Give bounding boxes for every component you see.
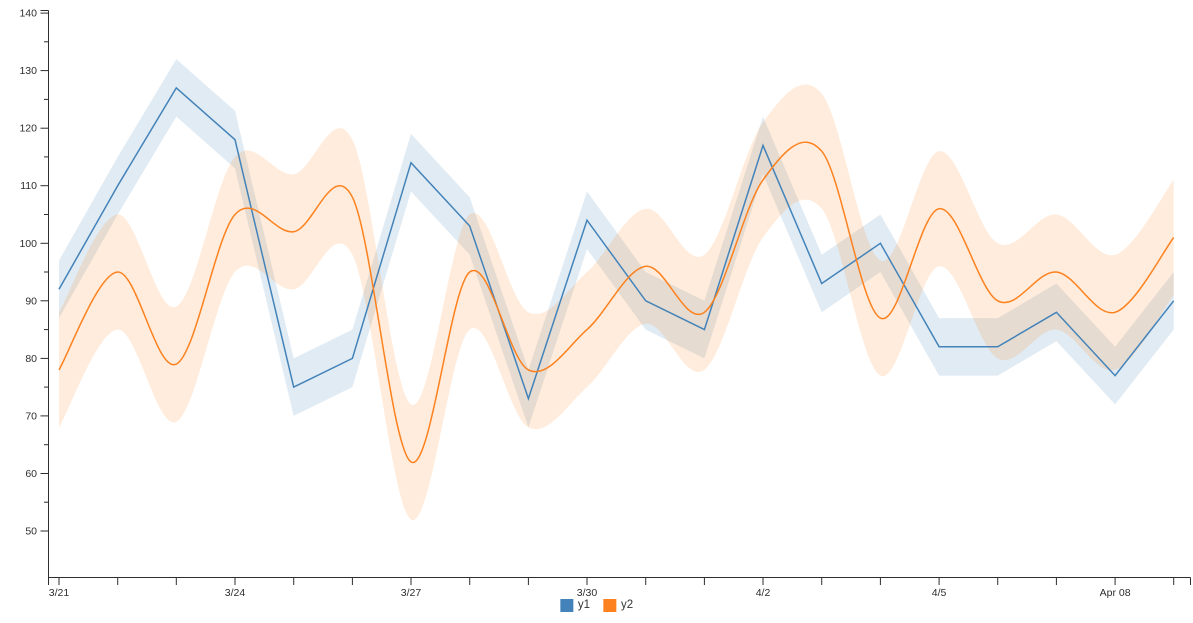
x-tick-label: 3/27 — [401, 587, 422, 599]
x-tick-label: 3/30 — [577, 587, 598, 599]
y-tick-label: 100 — [19, 238, 37, 250]
legend-item-y2: y2 — [603, 599, 633, 612]
y-tick-label: 140 — [19, 8, 37, 20]
legend-swatch-y2 — [603, 599, 616, 612]
y2-confidence-band — [59, 84, 1174, 521]
y-tick-label: 70 — [25, 410, 37, 422]
legend-item-y1: y1 — [559, 599, 590, 612]
y-tick-label: 110 — [20, 180, 37, 192]
legend-label-y2: y2 — [621, 599, 634, 611]
y-tick-label: 120 — [19, 123, 37, 135]
x-tick-label: 3/21 — [49, 587, 70, 599]
x-tick-label: 4/2 — [756, 587, 771, 599]
y1-line — [58, 86, 1175, 401]
y-tick-label: 80 — [25, 353, 37, 365]
x-tick-label: 3/24 — [225, 587, 246, 599]
legend-swatch-y1 — [559, 599, 573, 612]
y-tick-label: 60 — [25, 468, 37, 480]
y-tick-label: 130 — [19, 65, 37, 77]
y2-line — [58, 141, 1175, 463]
y1-confidence-band — [59, 59, 1174, 428]
y-tick-label: 90 — [25, 295, 37, 307]
legend: y1 y2 — [559, 599, 633, 612]
x-tick-label: 4/5 — [932, 587, 947, 599]
x-tick-label: Apr 08 — [1100, 587, 1131, 599]
y-tick-label: 50 — [25, 526, 37, 538]
legend-label-y1: y1 — [577, 599, 590, 611]
